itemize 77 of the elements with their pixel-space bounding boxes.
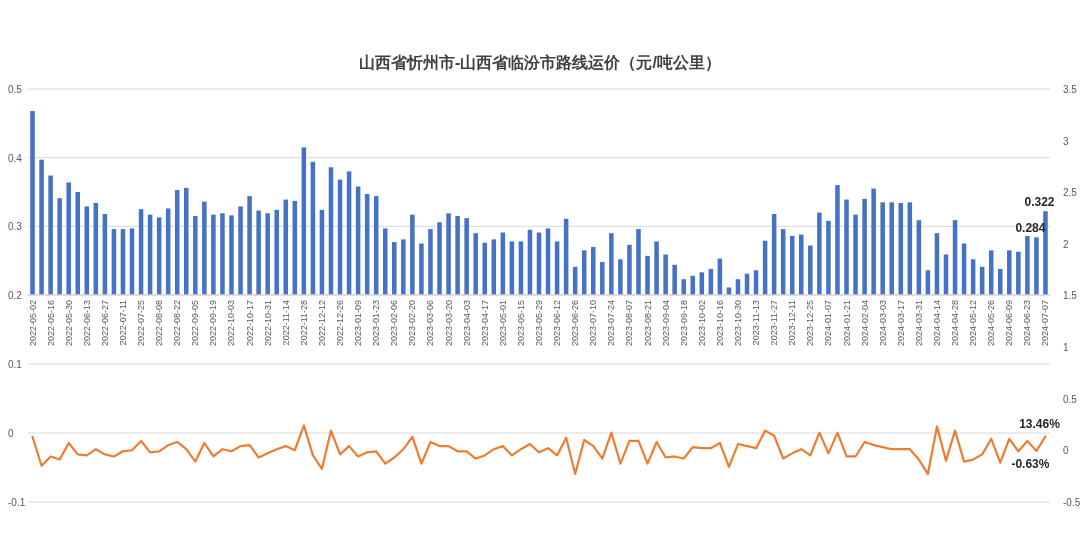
- xtick: 2023-06-26: [570, 300, 581, 347]
- xtick: 2023-04-03: [461, 300, 472, 347]
- xtick: 2024-05-26: [986, 300, 997, 347]
- xtick: 2024-03-17: [895, 300, 906, 347]
- xtick: 2022-10-03: [226, 300, 237, 347]
- xtick: 2022-12-26: [335, 300, 346, 347]
- xtick: 2024-03-31: [913, 300, 924, 347]
- xtick: 2024-06-23: [1022, 300, 1033, 347]
- data-label: 0.322: [1024, 195, 1055, 210]
- xtick: 2023-10-02: [696, 300, 707, 347]
- xtick: 2023-11-27: [769, 300, 780, 346]
- xtick: 2024-04-28: [950, 300, 961, 347]
- xtick: 2022-06-13: [81, 300, 92, 347]
- xtick: 2023-08-07: [624, 300, 635, 347]
- xtick: 2023-07-10: [588, 300, 599, 347]
- data-label: -0.63%: [1011, 456, 1050, 471]
- title: 山西省忻州市-山西省临汾市路线运价（元/吨公里）: [359, 54, 721, 71]
- xtick: 2022-05-16: [45, 300, 56, 347]
- y2tick: 1: [1063, 341, 1069, 353]
- xtick: 2022-09-05: [190, 300, 201, 347]
- xtick: 2023-08-21: [642, 300, 653, 347]
- xtick: 2022-11-14: [280, 300, 291, 346]
- ytick: -0.1: [8, 497, 26, 508]
- xtick: 2023-10-16: [714, 300, 725, 347]
- xtick: 2024-06-09: [1004, 300, 1015, 347]
- ytick: 0.3: [8, 221, 22, 233]
- xtick: 2024-04-14: [931, 300, 942, 347]
- ytick: 0.1: [8, 359, 22, 370]
- y2tick: -0.5: [1063, 497, 1080, 508]
- ytick: 0.4: [8, 152, 22, 164]
- xtick: 2023-04-17: [479, 300, 490, 347]
- xtick: 2022-07-11: [117, 300, 128, 346]
- ytick: 0.5: [8, 84, 22, 95]
- ytick: 0: [8, 428, 14, 439]
- y2tick: 2: [1063, 238, 1069, 250]
- xtick: 2023-05-01: [497, 300, 508, 347]
- xtick: 2022-09-19: [208, 300, 219, 347]
- xtick: 2023-05-15: [515, 300, 526, 347]
- xtick: 2022-12-12: [316, 300, 327, 347]
- xtick: 2024-01-07: [823, 300, 834, 347]
- xtick: 2022-08-08: [154, 300, 165, 347]
- xtick: 2024-03-03: [877, 300, 888, 347]
- xtick: 2023-01-23: [371, 300, 382, 347]
- xtick: 2023-02-20: [407, 300, 418, 347]
- xtick: 2022-06-27: [99, 300, 110, 347]
- xtick: 2022-05-02: [27, 300, 38, 347]
- data-label: 13.46%: [1019, 417, 1060, 432]
- xtick: 2022-05-30: [63, 300, 74, 347]
- ytick: 0.2: [8, 290, 22, 301]
- xtick: 2023-06-12: [552, 300, 563, 347]
- xtick: 2023-11-13: [751, 300, 762, 346]
- xtick: 2023-07-24: [606, 300, 617, 347]
- xtick: 2023-03-20: [443, 300, 454, 347]
- xtick: 2024-05-12: [968, 300, 979, 347]
- xtick: 2022-11-28: [298, 300, 309, 346]
- xtick: 2023-10-30: [732, 300, 743, 347]
- xtick: 2022-07-25: [136, 300, 147, 347]
- xtick: 2023-12-11: [787, 300, 798, 346]
- y2tick: 3: [1063, 135, 1069, 147]
- xtick: 2022-10-31: [262, 300, 273, 347]
- y2tick: 0.5: [1063, 393, 1077, 405]
- xtick: 2024-01-21: [841, 300, 852, 347]
- y2tick: 3.5: [1063, 84, 1077, 95]
- xtick: 2022-10-17: [244, 300, 255, 347]
- xtick: 2023-12-25: [805, 300, 816, 347]
- y2tick: 2.5: [1063, 187, 1077, 198]
- xtick: 2023-05-29: [534, 300, 544, 347]
- xtick: 2023-09-04: [660, 300, 671, 347]
- xtick: 2022-08-22: [172, 300, 183, 347]
- xtick: 2023-09-18: [678, 300, 689, 347]
- xtick: 2023-02-06: [389, 300, 400, 347]
- xtick: 2024-02-04: [859, 300, 870, 347]
- xtick: 2023-03-06: [425, 300, 436, 347]
- xtick: 2024-07-07: [1040, 300, 1051, 347]
- y2tick: 0: [1063, 445, 1069, 457]
- y2tick: 1.5: [1063, 290, 1077, 301]
- xtick: 2023-01-09: [353, 300, 364, 347]
